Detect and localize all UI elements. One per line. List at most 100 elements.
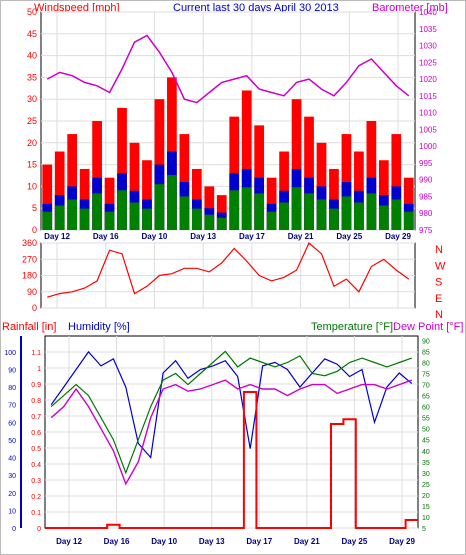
rain-humidity-y-ticks: 0 0.1 0.2 0.3 0.4 0.5 0.6 0.7 0.8 0.9 1 1.1 0 10 20 30 4… [4, 336, 41, 533]
wind-y-tick: 50 [27, 7, 37, 17]
rain-x-tick: Day 12 [56, 537, 82, 546]
wind-green-bar [304, 193, 314, 230]
wind-y-tick: 15 [27, 160, 37, 170]
rain-y-tick: 0.1 [31, 510, 41, 517]
temperature-y-tick: 80 [422, 360, 430, 367]
temperature-y-tick: 10 [422, 515, 430, 522]
rain-y-tick: 0.6 [31, 430, 41, 437]
wind-x-tick: Day 21 [288, 232, 314, 241]
temperature-series [50, 350, 412, 475]
wind-green-bar [254, 193, 265, 230]
rain-y-tick: 0.4 [31, 462, 41, 469]
wind-y-ticks: 0 5 10 15 20 25 30 35 40 45 50 [27, 7, 37, 235]
rain-y-tick: 0.7 [31, 414, 41, 421]
barometer-y-tick: 975 [419, 226, 433, 235]
humidity-y-tick: 70 [8, 403, 16, 410]
humidity-y-tick: 50 [8, 438, 16, 445]
wind-green-bar [92, 193, 102, 230]
rain-y-tick: 0.9 [31, 382, 41, 389]
barometer-y-tick: 1035 [419, 25, 437, 34]
barometer-y-tick: 980 [419, 209, 433, 218]
wind-x-tick: Day 25 [336, 232, 362, 241]
wind-green-bar [54, 205, 65, 230]
compass-label: S [435, 277, 442, 289]
wind-green-bar [354, 202, 364, 230]
rain-y-tick: 0.8 [31, 398, 41, 405]
barometer-y-tick: 990 [419, 176, 433, 185]
compass-label: N [435, 309, 443, 321]
gust-bar [42, 164, 53, 230]
temperature-y-tick: 90 [422, 338, 430, 345]
wind-y-tick: 5 [32, 203, 37, 213]
gust-bar [67, 134, 78, 230]
temperature-y-tick: 60 [422, 405, 430, 412]
barometer-series [46, 34, 410, 104]
wind-green-bar [67, 199, 78, 230]
direction-y-tick: 180 [22, 271, 37, 281]
wind-x-tick: Day 17 [239, 232, 265, 241]
barometer-y-tick: 985 [419, 192, 433, 201]
wind-green-bar [229, 190, 240, 230]
gust-bar [129, 142, 140, 230]
temperature-y-tick: 75 [422, 372, 430, 379]
windspeed-axis-title: Windspeed [mph] [34, 2, 120, 14]
wind-y-tick: 10 [27, 181, 37, 191]
direction-grid [41, 242, 415, 309]
rain-x-tick: Day 29 [389, 537, 415, 546]
barometer-y-tick: 1040 [419, 8, 437, 17]
direction-y-tick: 0 [32, 303, 37, 313]
wind-x-tick: Day 10 [142, 232, 168, 241]
barometer-y-tick: 1015 [419, 92, 437, 101]
temperature-y-tick: 50 [422, 427, 430, 434]
direction-series [47, 242, 410, 298]
wind-green-bar [42, 211, 53, 230]
gust-bar [54, 151, 65, 230]
temperature-y-tick: 30 [422, 471, 430, 478]
wind-green-bar [291, 187, 302, 230]
dewpoint-axis-title: Dew Point [°F] [393, 321, 463, 333]
rainfall-axis-title: Rainfall [in] [2, 321, 56, 333]
direction-y-ticks: 0 90 180 270 360 [22, 238, 37, 313]
wind-green-bar [216, 217, 227, 230]
wind-y-tick: 25 [27, 116, 37, 126]
rain-humidity-lines [50, 350, 413, 486]
humidity-y-tick: 100 [4, 350, 16, 357]
direction-y-tick: 270 [22, 254, 37, 264]
wind-green-bar [266, 211, 277, 230]
barometer-y-tick: 1005 [419, 125, 437, 134]
direction-y-tick: 90 [27, 287, 37, 297]
rain-y-tick: 0.2 [31, 494, 41, 501]
wind-green-bar [179, 196, 190, 230]
temperature-y-tick: 70 [422, 383, 430, 390]
wind-green-bar [104, 211, 115, 230]
temperature-y-tick: 15 [422, 504, 430, 511]
rain-y-tick: 0.3 [31, 478, 41, 485]
wind-y-tick: 20 [27, 138, 37, 148]
temperature-y-tick: 20 [422, 493, 430, 500]
humidity-y-tick: 80 [8, 385, 16, 392]
barometer-line [46, 34, 410, 104]
temperature-axis-title: Temperature [°F] [311, 321, 393, 333]
temperature-y-tick: 55 [422, 416, 430, 423]
wind-bars [42, 77, 414, 231]
direction-line [47, 242, 410, 298]
humidity-y-tick: 20 [8, 491, 16, 498]
rain-y-tick: 1.1 [31, 350, 41, 357]
rain-y-tick: 0 [37, 526, 41, 533]
rain-x-tick: Day 10 [151, 537, 177, 546]
rain-y-tick: 1 [37, 366, 41, 373]
temperature-y-ticks: 5 10 15 20 25 30 35 40 45 50 55 60 65 70 75 80 85 90 [422, 338, 430, 533]
gust-bar [117, 107, 127, 230]
rain-x-ticks: Day 12 Day 16 Day 10 Day 13 Day 17 Day 21 Day … [56, 537, 415, 546]
wind-green-bar [329, 208, 339, 230]
compass-label: E [435, 293, 442, 305]
dewpoint-series [50, 379, 413, 486]
humidity-y-tick: 60 [8, 420, 16, 427]
wind-green-bar [316, 199, 327, 230]
wind-green-bar [79, 208, 90, 230]
rain-x-tick: Day 13 [199, 537, 225, 546]
chart-title: Current last 30 days April 30 2013 [173, 2, 339, 14]
